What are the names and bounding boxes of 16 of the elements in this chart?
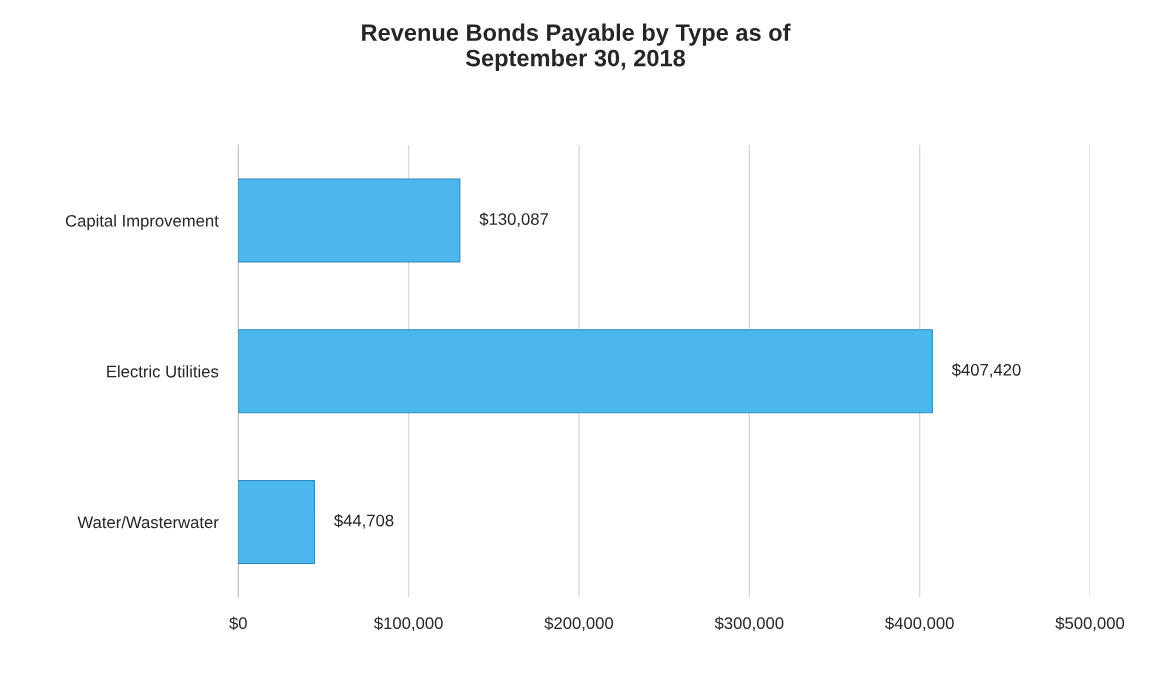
y-tick-label: Capital Improvement	[65, 214, 219, 230]
y-tick-label: Water/Wasterwater	[77, 515, 219, 529]
data-label: $130,087	[479, 212, 548, 227]
y-tick-label: Electric Utilities	[107, 365, 219, 378]
data-label: $44,708	[334, 513, 394, 529]
bar	[238, 329, 933, 414]
x-tick-label: $300,000	[714, 616, 784, 632]
chart-title: Revenue Bonds Payable by Type as of September 30, 2018	[362, 23, 791, 72]
x-tick-label: $500,000	[1055, 616, 1125, 632]
x-tick-label: $200,000	[544, 616, 614, 632]
x-tick-label: $400,000	[885, 616, 954, 632]
x-tick-label: $0	[229, 616, 247, 631]
bar	[238, 479, 315, 565]
x-tick-label: $100,000	[374, 616, 443, 632]
bar	[238, 178, 461, 263]
data-label: $407,420	[951, 363, 1021, 378]
